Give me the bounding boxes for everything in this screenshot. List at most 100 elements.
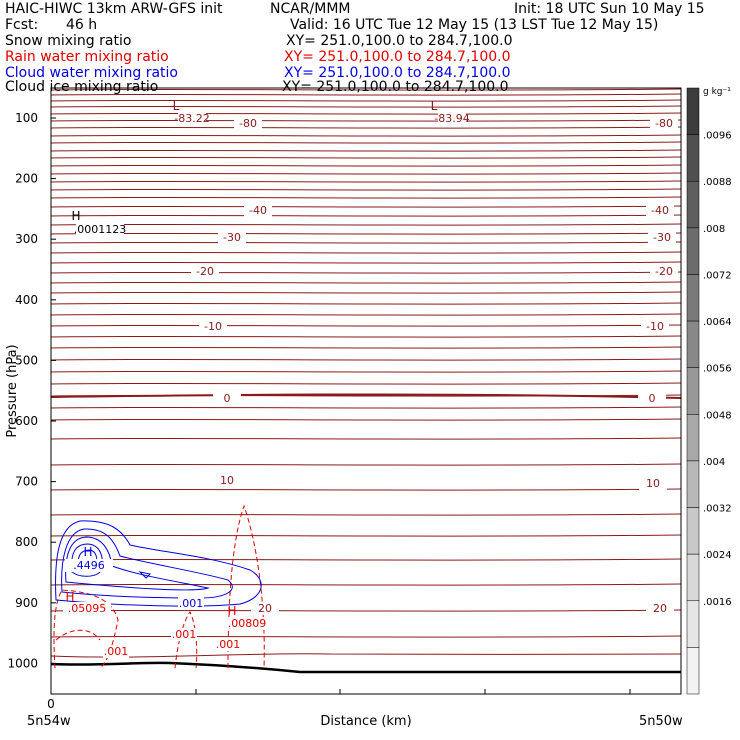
- temperature-label-bg-16: [251, 602, 279, 615]
- init-time: Init: 18 UTC Sun 10 May 15: [514, 1, 705, 17]
- contour-label-bg-3: [215, 638, 241, 651]
- contour-label-3: .001: [216, 638, 241, 651]
- colorbar-label-6: .0048: [703, 410, 732, 421]
- colorbar-segment-11: [686, 600, 700, 648]
- temperature-contour-21: [50, 251, 682, 254]
- temperature-contour-9: [50, 149, 682, 152]
- temperature-contour-24: [50, 281, 682, 284]
- field-name-cloud-ice: Cloud ice mixing ratio: [5, 79, 159, 95]
- temperature-contour-14: [50, 188, 682, 191]
- temperature-label-bg-12: [213, 392, 241, 405]
- temperature-label-bg-13: [638, 392, 666, 405]
- temperature-contour-45: [50, 635, 682, 638]
- cloud-water-contour-1: [61, 528, 233, 599]
- temperature-label-2: -80: [239, 117, 257, 130]
- extremum-value-bg-3: [65, 559, 113, 572]
- contour-label-bg-2: [103, 645, 129, 658]
- colorbar-segment-12: [686, 647, 700, 695]
- temperature-contour-28: [50, 324, 682, 327]
- contour-label-0: .001: [179, 597, 204, 610]
- temperature-label-bg-10: [199, 320, 227, 333]
- temperature-label-4: -40: [249, 204, 267, 217]
- temperature-contour-33: [50, 382, 682, 385]
- temperature-label-5: -40: [651, 204, 669, 217]
- colorbar-label-10: .0016: [703, 597, 732, 608]
- temperature-contour-25: [50, 291, 682, 294]
- cloud-water-contour-5: [138, 571, 152, 579]
- temperature-label-bg-6: [218, 231, 246, 244]
- temperature-contour-16: [50, 205, 682, 208]
- ytick-label-8: 900: [15, 596, 38, 610]
- colorbar-label-2: .008: [703, 224, 725, 235]
- colorbar-label-7: .004: [703, 457, 725, 468]
- temperature-label-bg-9: [650, 265, 678, 278]
- temperature-label-bg-15: [639, 477, 667, 490]
- colorbar-segment-8: [686, 460, 700, 508]
- contour-label-2: .001: [104, 645, 129, 658]
- extremum-symbol-0: L: [173, 99, 180, 113]
- colorbar-label-9: .0024: [703, 550, 732, 561]
- xtick-label-start: 0: [47, 697, 55, 711]
- temperature-contour-32: [50, 370, 682, 373]
- temperature-label-15: 10: [646, 477, 660, 490]
- field-xy-cloud-water: XY= 251.0,100.0 to 284.7,100.0: [284, 65, 511, 81]
- temperature-contour-5: [50, 119, 682, 122]
- temperature-label-0: -83.22: [174, 112, 209, 125]
- temperature-contour-40: [50, 513, 682, 516]
- valid-time: Valid: 16 UTC Tue 12 May 15 (13 LST Tue …: [290, 17, 659, 33]
- extremum-symbol-1: L: [431, 99, 438, 113]
- temperature-contour-36: [50, 418, 682, 421]
- temperature-label-bg-14: [213, 474, 241, 487]
- extremum-symbol-2: H: [71, 209, 80, 223]
- temperature-contour-39: [50, 488, 682, 491]
- colorbar-unit: g kg⁻¹: [703, 87, 731, 97]
- ytick-label-7: 800: [15, 535, 38, 549]
- x-axis-label: Distance (km): [320, 714, 411, 729]
- temperature-contour-23: [50, 271, 682, 274]
- cloud-water-contour-2: [65, 536, 210, 591]
- ytick-label-1: 200: [15, 172, 38, 186]
- rain-contour-3: [55, 629, 101, 641]
- temperature-label-12: 0: [224, 392, 231, 405]
- colorbar-segment-5: [686, 320, 700, 368]
- temperature-label-bg-11: [641, 320, 669, 333]
- extremum-value-bg-2: [76, 223, 124, 236]
- temperature-contour-17: [50, 214, 682, 217]
- temperature-contour-10: [50, 156, 682, 159]
- ytick-label-0: 100: [15, 111, 38, 125]
- colorbar-segment-10: [686, 553, 700, 602]
- temperature-contour-4: [50, 112, 682, 115]
- fcst-value: 46 h: [66, 17, 98, 33]
- org-label: NCAR/MMM: [270, 1, 351, 17]
- temperature-label-bg-17: [646, 602, 674, 615]
- temperature-label-1: -83.94: [434, 112, 469, 125]
- temperature-contour-30: [50, 346, 682, 349]
- temperature-contour-20: [50, 241, 682, 244]
- temperature-contour-37: [50, 437, 682, 440]
- temperature-label-bg-5: [646, 204, 674, 217]
- ytick-label-2: 300: [15, 232, 38, 246]
- temperature-label-bg-1: [438, 112, 466, 125]
- temperature-label-bg-2: [234, 117, 262, 130]
- ytick-label-3: 400: [15, 293, 38, 307]
- extremum-value-3: .4496: [73, 559, 105, 572]
- temperature-label-bg-8: [191, 265, 219, 278]
- contour-label-bg-0: [178, 597, 204, 610]
- temperature-contour-1: [50, 93, 682, 96]
- field-name-cloud-water: Cloud water mixing ratio: [5, 65, 178, 81]
- extremum-symbol-5: H: [227, 604, 236, 618]
- temperature-label-bg-7: [648, 231, 676, 244]
- temperature-label-16: 20: [258, 602, 272, 615]
- temperature-contour-31: [50, 358, 682, 361]
- colorbar-label-1: .0088: [703, 177, 732, 188]
- temperature-label-7: -30: [653, 231, 671, 244]
- model-title: HAIC-HIWC 13km ARW-GFS init: [5, 1, 223, 17]
- field-name-snow: Snow mixing ratio: [5, 33, 132, 49]
- temperature-label-9: -20: [655, 265, 673, 278]
- colorbar-label-5: .0056: [703, 364, 732, 375]
- temperature-contour-0: [50, 88, 682, 91]
- colorbar-label-4: .0064: [703, 317, 732, 328]
- plot-frame: [50, 87, 682, 695]
- field-xy-snow: XY= 251.0,100.0 to 284.7,100.0: [286, 33, 513, 49]
